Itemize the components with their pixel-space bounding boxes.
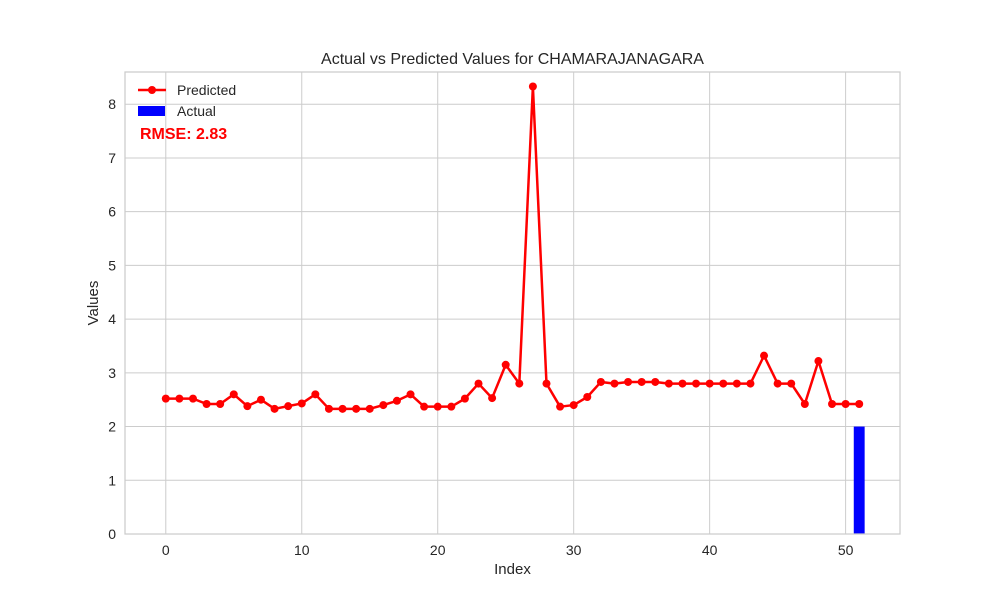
predicted-point xyxy=(542,379,551,388)
x-axis-label: Index xyxy=(494,561,531,578)
predicted-point xyxy=(270,404,279,413)
predicted-point xyxy=(841,399,850,408)
y-tick-label: 7 xyxy=(108,150,116,166)
predicted-point xyxy=(569,401,578,410)
predicted-point xyxy=(583,393,592,402)
y-tick-labels: 0 1 2 3 4 5 6 7 8 xyxy=(108,96,116,542)
predicted-point xyxy=(311,390,320,399)
predicted-point xyxy=(596,377,605,386)
predicted-point xyxy=(746,379,755,388)
predicted-point xyxy=(352,404,361,413)
predicted-point xyxy=(678,379,687,388)
actual-bar xyxy=(853,426,865,534)
actual-bars xyxy=(853,426,865,534)
predicted-point xyxy=(692,379,701,388)
y-tick-label: 8 xyxy=(108,96,116,112)
predicted-point xyxy=(664,379,673,388)
predicted-point xyxy=(732,379,741,388)
rmse-annotation: RMSE: 2.83 xyxy=(140,126,227,143)
x-tick-label: 0 xyxy=(162,542,170,558)
predicted-point xyxy=(515,379,524,388)
predicted-point xyxy=(406,390,415,399)
predicted-point xyxy=(814,357,823,366)
legend-predicted-label: Predicted xyxy=(177,82,236,98)
x-tick-label: 50 xyxy=(838,542,854,558)
predicted-point xyxy=(324,404,333,413)
predicted-point xyxy=(175,394,184,403)
predicted-point xyxy=(705,379,714,388)
plot-area xyxy=(125,72,900,534)
legend: Predicted Actual xyxy=(138,82,236,119)
chart-title: Actual vs Predicted Values for CHAMARAJA… xyxy=(321,51,704,68)
predicted-point xyxy=(719,379,728,388)
predicted-point xyxy=(202,399,211,408)
predicted-line xyxy=(161,82,864,413)
predicted-point xyxy=(460,394,469,403)
predicted-point xyxy=(256,395,265,404)
y-tick-label: 2 xyxy=(108,419,116,435)
x-tick-label: 10 xyxy=(294,542,310,558)
predicted-point xyxy=(773,379,782,388)
predicted-point xyxy=(433,402,442,411)
predicted-point xyxy=(828,399,837,408)
predicted-point xyxy=(161,394,170,403)
y-tick-label: 6 xyxy=(108,204,116,220)
x-tick-label: 30 xyxy=(566,542,582,558)
predicted-point xyxy=(243,402,252,411)
predicted-point xyxy=(800,399,809,408)
predicted-point xyxy=(229,390,238,399)
predicted-point xyxy=(338,404,347,413)
predicted-point xyxy=(787,379,796,388)
legend-predicted-marker xyxy=(148,86,156,94)
y-tick-label: 5 xyxy=(108,257,116,273)
x-tick-label: 20 xyxy=(430,542,446,558)
y-tick-label: 1 xyxy=(108,472,116,488)
predicted-point xyxy=(501,360,510,369)
plot-frame xyxy=(124,71,901,535)
predicted-point xyxy=(624,377,633,386)
legend-actual-label: Actual xyxy=(177,103,216,119)
x-tick-labels: 0 10 20 30 40 50 xyxy=(162,542,854,558)
predicted-point xyxy=(637,377,646,386)
y-tick-label: 0 xyxy=(108,526,116,542)
predicted-point xyxy=(610,379,619,388)
predicted-point xyxy=(474,379,483,388)
predicted-point xyxy=(855,399,864,408)
predicted-point xyxy=(760,351,769,360)
y-tick-label: 3 xyxy=(108,365,116,381)
predicted-point xyxy=(420,402,429,411)
legend-actual-swatch xyxy=(138,106,165,116)
predicted-point xyxy=(651,377,660,386)
predicted-point xyxy=(297,399,306,408)
predicted-point xyxy=(556,402,565,411)
predicted-point xyxy=(284,402,293,411)
y-tick-label: 4 xyxy=(108,311,116,327)
predicted-point xyxy=(216,399,225,408)
predicted-series-line xyxy=(165,85,860,411)
predicted-point xyxy=(528,82,537,91)
y-axis-label: Values xyxy=(85,281,102,326)
x-tick-label: 40 xyxy=(702,542,718,558)
predicted-point xyxy=(392,396,401,405)
predicted-point xyxy=(188,394,197,403)
predicted-point xyxy=(488,394,497,403)
predicted-point xyxy=(365,404,374,413)
predicted-point xyxy=(379,401,388,410)
predicted-point xyxy=(447,402,456,411)
